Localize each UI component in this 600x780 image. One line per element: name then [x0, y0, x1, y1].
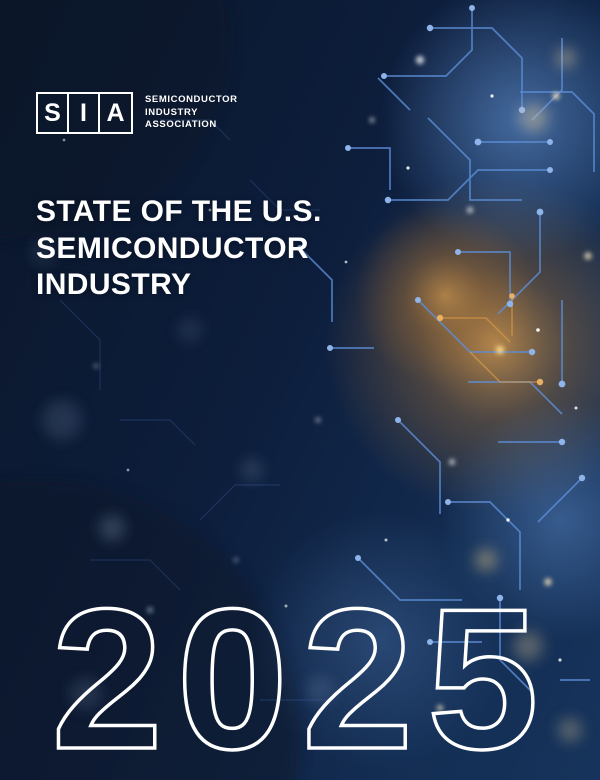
org-name-line: INDUSTRY [145, 106, 199, 118]
title-line: STATE OF THE U.S. [36, 195, 322, 228]
logo-letter-s: S [38, 94, 69, 132]
report-year-outline: 2025 [50, 568, 553, 780]
org-name-line: ASSOCIATION [145, 119, 217, 131]
logo-letter-a: A [106, 98, 125, 127]
title-line: SEMICONDUCTOR [36, 231, 309, 265]
sia-logo: S I A SEMICONDUCTOR INDUSTRY ASSOCIATION [36, 92, 238, 134]
sia-logo-lettermark: S I A [36, 92, 133, 134]
sia-org-name: SEMICONDUCTOR INDUSTRY ASSOCIATION [145, 94, 238, 131]
org-name-line: SEMICONDUCTOR [145, 94, 238, 106]
logo-letter-i: I [69, 94, 100, 132]
title-line: INDUSTRY [36, 268, 192, 302]
report-title: STATE OF THE U.S. SEMICONDUCTOR INDUSTRY [36, 194, 322, 304]
